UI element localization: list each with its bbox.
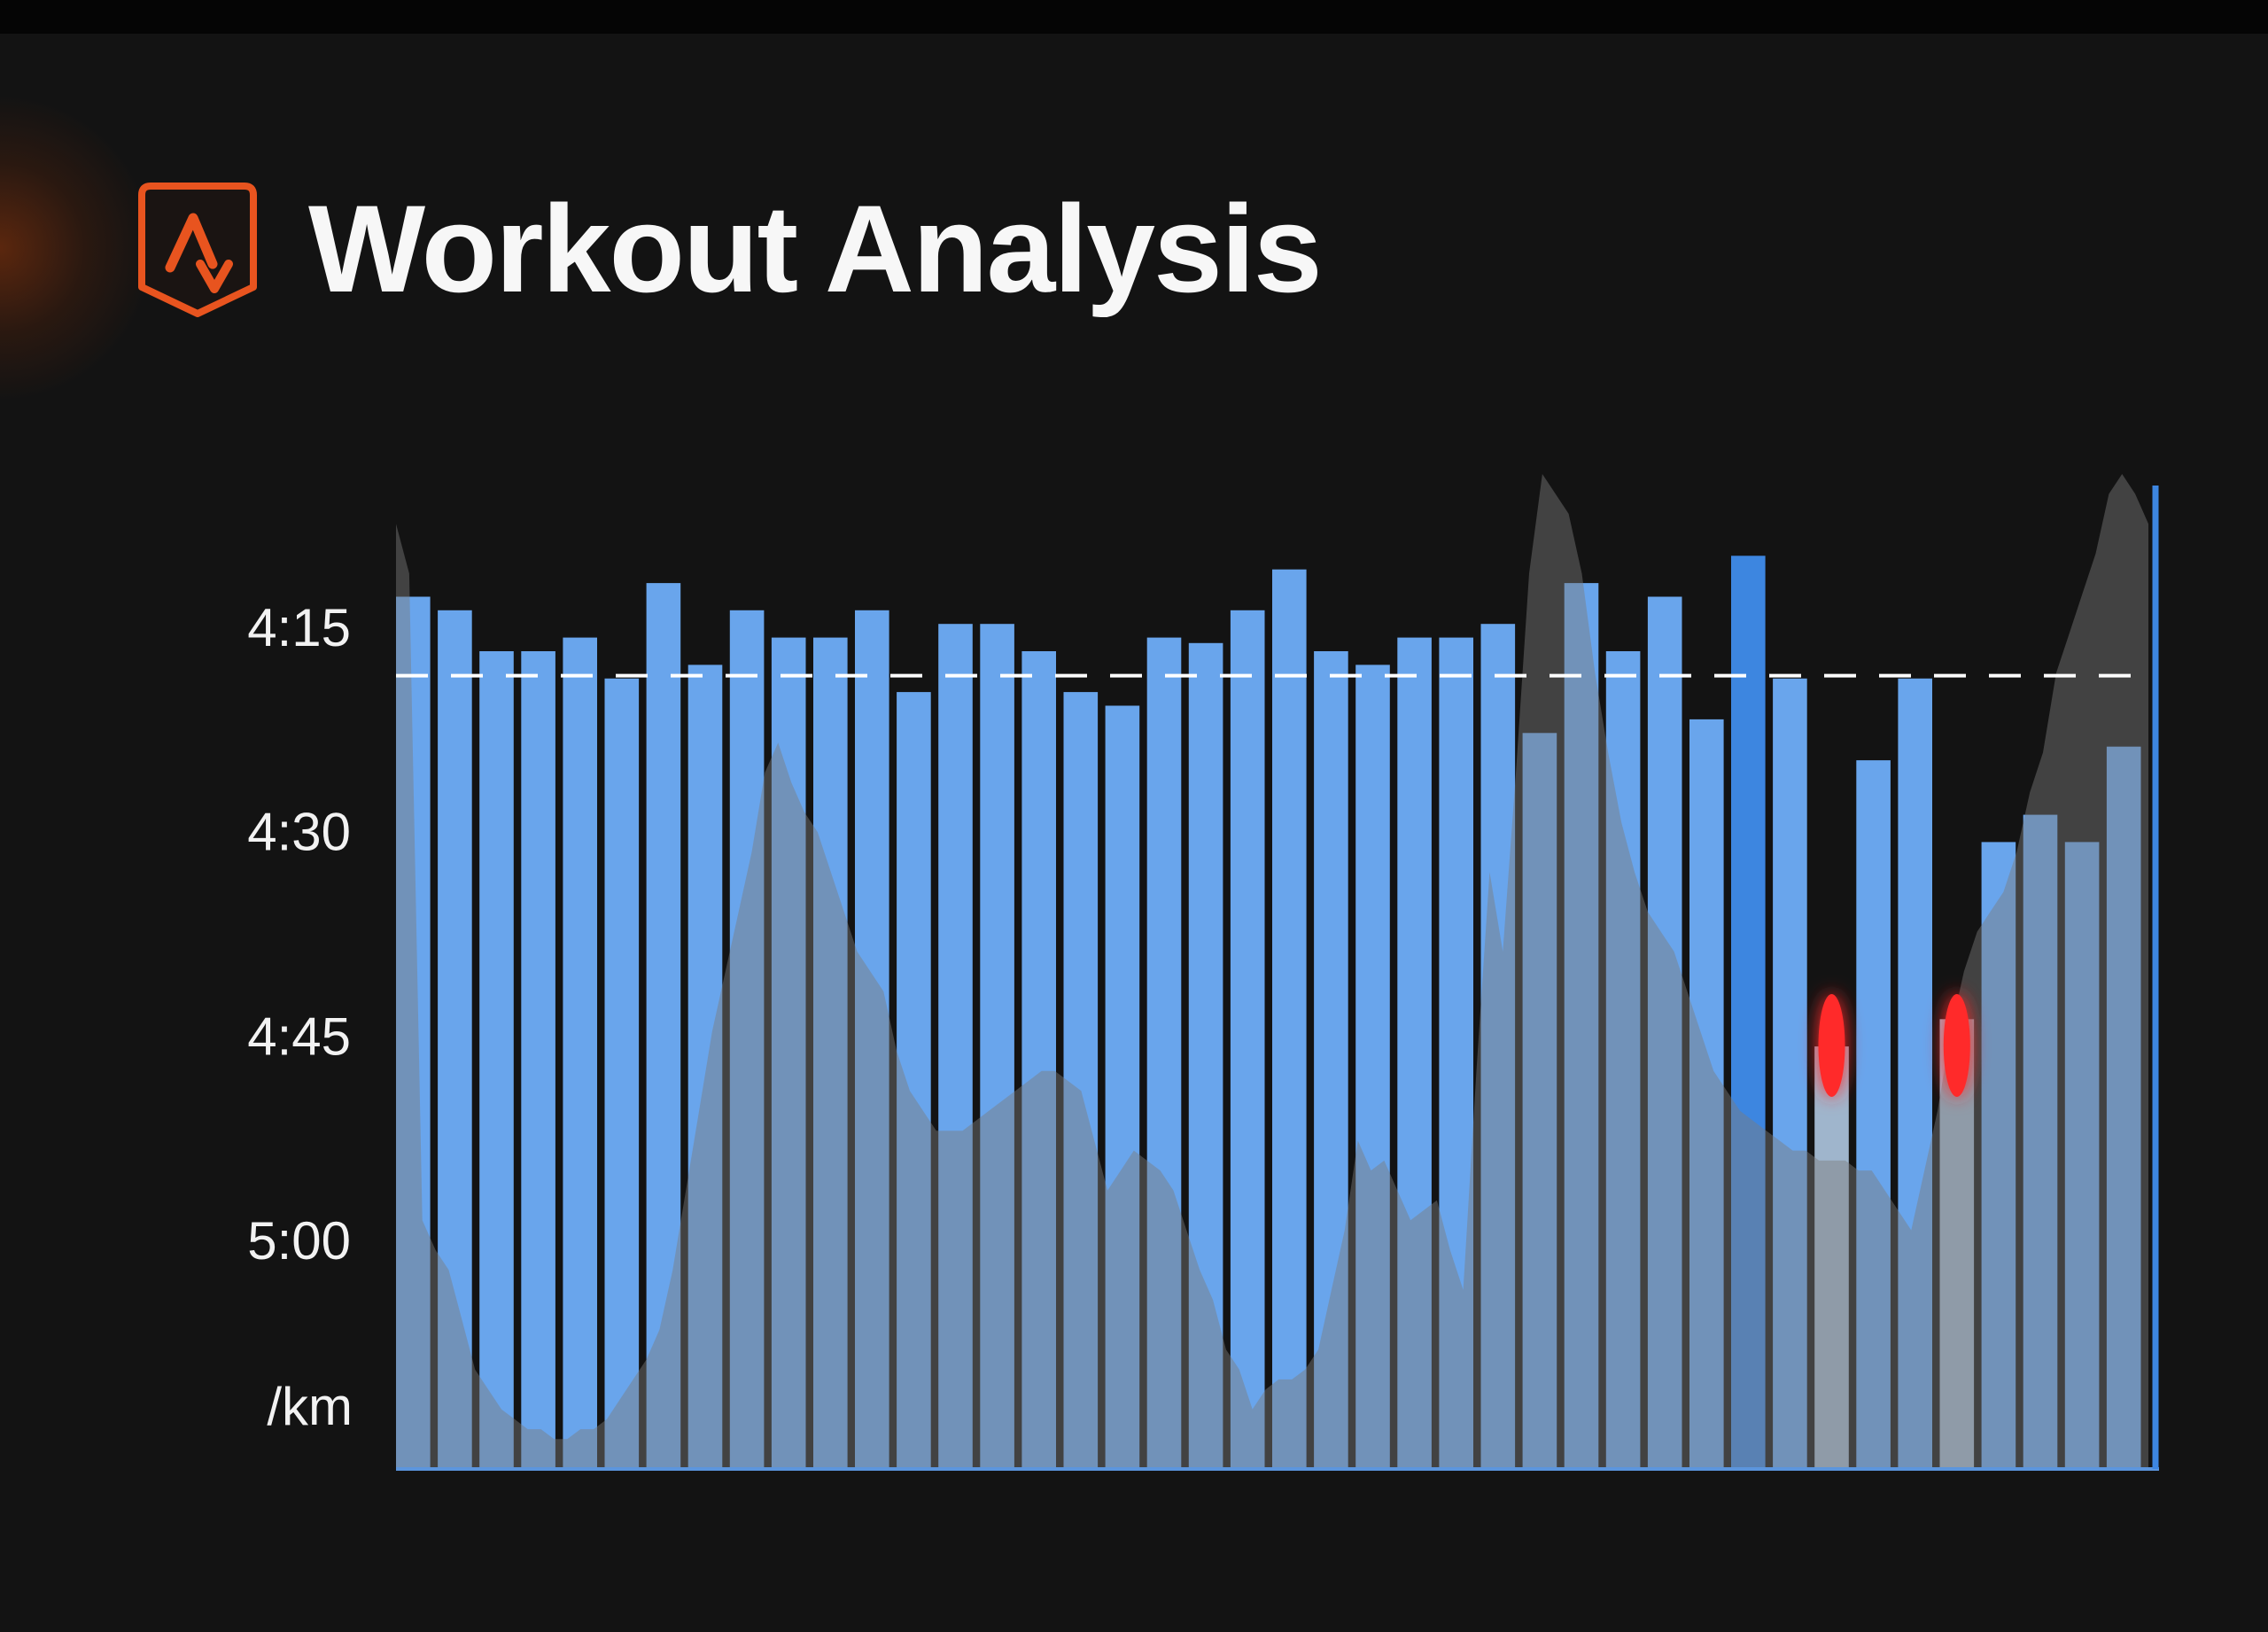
- bar: [396, 596, 431, 1469]
- bar: [1981, 842, 2016, 1469]
- elevation-profile-area: [396, 474, 2148, 1469]
- bar: [1522, 733, 1557, 1469]
- bar: [1021, 651, 1056, 1469]
- bar: [1105, 705, 1140, 1469]
- bar: [1731, 556, 1766, 1469]
- bar: [771, 637, 806, 1469]
- bar: [1397, 637, 1432, 1469]
- bar: [938, 624, 973, 1469]
- bar: [897, 692, 931, 1469]
- bar: [1188, 642, 1223, 1469]
- bar: [1439, 637, 1473, 1469]
- bar: [2023, 814, 2058, 1469]
- page-title: Workout Analysis: [308, 179, 1323, 318]
- bars-layer: [396, 556, 2141, 1469]
- bar: [2106, 746, 2141, 1469]
- flag-markers-layer: [1818, 994, 1970, 1097]
- bar: [1480, 624, 1516, 1469]
- flag-marker: [1943, 994, 1970, 1097]
- y-unit-label: /km: [267, 1377, 353, 1436]
- bar: [479, 651, 514, 1469]
- flag-marker: [1818, 994, 1845, 1097]
- bar: [729, 610, 765, 1469]
- bar: [1146, 637, 1182, 1469]
- bar: [1814, 1046, 1849, 1469]
- bar: [2064, 842, 2100, 1469]
- bar: [1605, 651, 1641, 1469]
- bar: [1230, 610, 1265, 1469]
- top-bar: [0, 0, 2268, 34]
- bar: [1272, 569, 1307, 1469]
- bar: [687, 664, 723, 1469]
- y-tick-label: 4:15: [247, 598, 351, 657]
- bar: [1355, 664, 1390, 1469]
- bar: [1856, 760, 1891, 1469]
- bar: [646, 583, 681, 1469]
- strava-logo-icon: [138, 183, 257, 317]
- bar: [1773, 678, 1807, 1469]
- bar: [855, 610, 889, 1469]
- bar: [1647, 596, 1682, 1469]
- bar: [1689, 719, 1724, 1469]
- bar: [1898, 678, 1932, 1469]
- bar: [980, 624, 1014, 1469]
- y-tick-label: 4:30: [247, 803, 351, 862]
- bar: [1564, 583, 1599, 1469]
- y-tick-labels: 4:15 4:30 4:45 5:00: [247, 598, 351, 1271]
- bar: [563, 637, 597, 1469]
- y-tick-label: 4:45: [247, 1007, 351, 1067]
- bar: [438, 610, 472, 1469]
- y-tick-label: 5:00: [247, 1211, 351, 1271]
- bar: [1063, 692, 1099, 1469]
- bar: [521, 651, 555, 1469]
- bar: [1314, 651, 1348, 1469]
- bar: [604, 678, 640, 1469]
- bar: [813, 637, 848, 1469]
